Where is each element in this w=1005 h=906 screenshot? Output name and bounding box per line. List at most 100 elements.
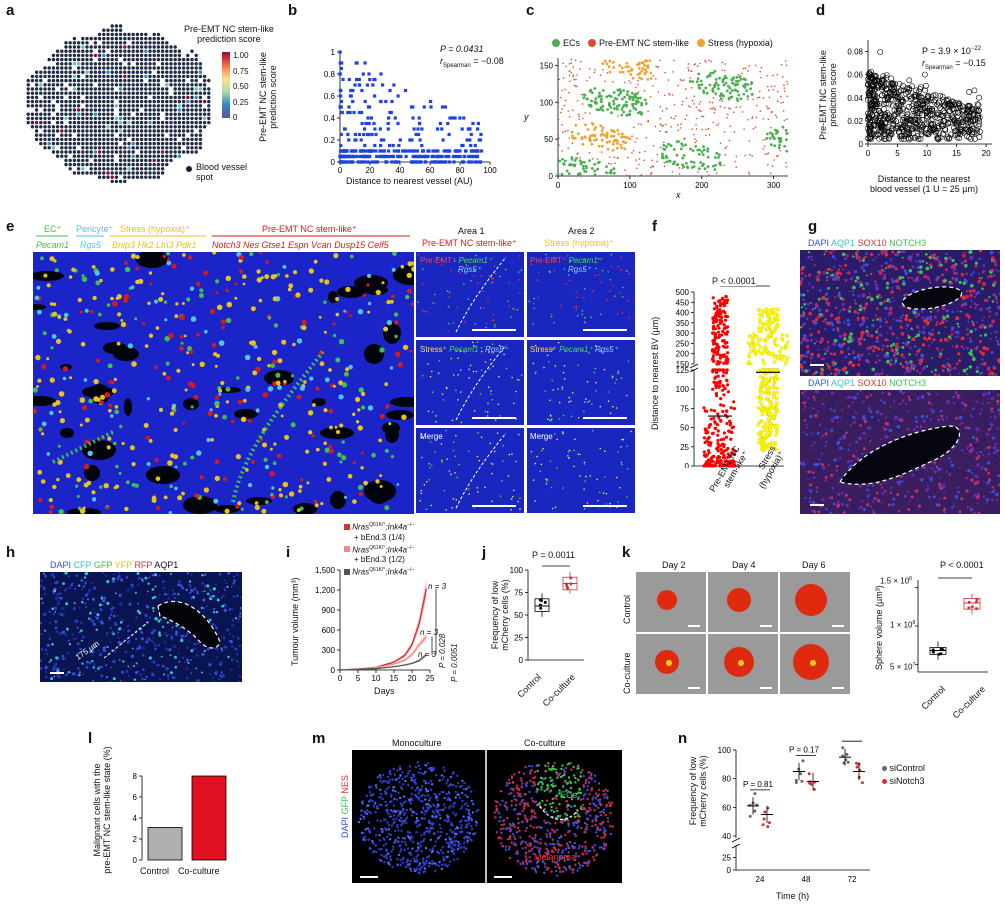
tile-dot bbox=[552, 389, 554, 391]
tile-dot bbox=[605, 493, 608, 495]
cell-point bbox=[614, 138, 618, 142]
tile-dot bbox=[448, 296, 450, 298]
tile-dot bbox=[591, 403, 593, 405]
tissue-spot bbox=[106, 99, 110, 104]
cell-point bbox=[644, 150, 646, 153]
data-point bbox=[442, 160, 446, 164]
cell-point bbox=[601, 109, 605, 112]
tile-dot bbox=[563, 365, 566, 367]
cell-point bbox=[646, 78, 650, 81]
data-point bbox=[378, 154, 382, 159]
tissue-spot bbox=[181, 66, 186, 70]
scale-bar bbox=[472, 417, 516, 419]
tissue-spot bbox=[93, 62, 98, 66]
cell-point bbox=[621, 105, 625, 109]
tissue-spot bbox=[186, 150, 190, 154]
data-point bbox=[711, 296, 715, 300]
data-point bbox=[358, 154, 362, 159]
cell-point bbox=[714, 83, 717, 86]
cell-marker bbox=[267, 386, 274, 392]
tile-dot bbox=[455, 498, 458, 501]
tile-dot bbox=[536, 279, 538, 281]
data-point bbox=[755, 334, 759, 339]
data-point bbox=[773, 355, 777, 359]
cell-marker bbox=[87, 450, 93, 456]
cell-point bbox=[728, 91, 732, 95]
cell-marker bbox=[394, 320, 399, 325]
tissue-spot bbox=[173, 116, 177, 121]
data-point bbox=[976, 134, 983, 140]
tissue-spot bbox=[51, 83, 56, 87]
tile-dot bbox=[610, 253, 613, 256]
tissue-spot bbox=[85, 99, 89, 104]
data-point bbox=[871, 79, 878, 85]
tissue-spot bbox=[131, 129, 135, 133]
data-point bbox=[917, 136, 924, 142]
cell-point bbox=[603, 59, 607, 63]
tissue-spot bbox=[93, 125, 98, 129]
tile-dot bbox=[553, 269, 555, 272]
tissue-spot bbox=[106, 83, 110, 87]
cell-marker bbox=[272, 461, 277, 465]
tissue-spot bbox=[139, 137, 144, 142]
tissue-spot bbox=[55, 66, 60, 70]
tissue-spot bbox=[123, 112, 127, 116]
cell-point bbox=[577, 99, 579, 102]
tile-dot bbox=[549, 399, 551, 402]
group-genes-pericyte: Rgs5 bbox=[80, 240, 102, 250]
data-point bbox=[416, 127, 420, 131]
cell-point bbox=[582, 93, 586, 97]
cell-marker bbox=[115, 464, 119, 469]
cell-point bbox=[573, 78, 575, 81]
data-point bbox=[712, 409, 717, 413]
tissue-spot bbox=[55, 95, 60, 100]
tissue-spot bbox=[93, 70, 98, 74]
tissue-spot bbox=[135, 125, 140, 129]
x-tick-label: 100 bbox=[483, 166, 497, 175]
cell-point bbox=[636, 63, 639, 67]
tissue-spot bbox=[68, 133, 72, 137]
cell-point bbox=[783, 87, 786, 89]
cell-point bbox=[764, 138, 766, 141]
data-point bbox=[731, 462, 735, 466]
tile-dot bbox=[456, 476, 458, 479]
cell-point bbox=[747, 119, 749, 121]
data-point bbox=[879, 92, 886, 99]
data-point bbox=[977, 128, 983, 135]
cell-marker bbox=[148, 271, 153, 275]
tile-dot bbox=[589, 475, 592, 477]
data-point bbox=[940, 131, 946, 137]
tissue-spot bbox=[139, 99, 144, 104]
tissue-spot bbox=[152, 137, 156, 142]
tile-dot bbox=[489, 358, 492, 361]
tissue-spot bbox=[110, 154, 114, 158]
tissue-spot bbox=[118, 108, 123, 112]
tissue-spot bbox=[97, 53, 102, 58]
tissue-spot bbox=[110, 49, 114, 53]
cell-point bbox=[708, 59, 710, 62]
cell-marker bbox=[301, 325, 307, 331]
tissue-spot bbox=[102, 41, 106, 45]
tile-dot bbox=[579, 453, 582, 456]
cell-marker bbox=[110, 267, 115, 272]
ylabel-f: Distance to nearest BV (µm) bbox=[650, 316, 660, 430]
cell-point bbox=[678, 173, 681, 175]
cell-point bbox=[765, 136, 769, 140]
data-point bbox=[722, 404, 726, 408]
tile-dot bbox=[467, 488, 470, 490]
cell-marker bbox=[307, 410, 314, 416]
tissue-spot bbox=[123, 154, 127, 158]
data-point bbox=[422, 105, 426, 109]
cell-point bbox=[779, 136, 783, 140]
cell-marker bbox=[366, 283, 370, 287]
data-point bbox=[759, 433, 764, 438]
data-point bbox=[448, 160, 452, 164]
cell-marker bbox=[392, 252, 397, 256]
tissue-spot bbox=[148, 57, 152, 62]
tissue-spot bbox=[89, 146, 93, 150]
cell-marker bbox=[94, 270, 100, 276]
tissue-spot bbox=[160, 70, 165, 74]
tile-dot bbox=[429, 441, 432, 443]
data-point bbox=[714, 315, 718, 319]
tissue-spot bbox=[123, 87, 127, 91]
